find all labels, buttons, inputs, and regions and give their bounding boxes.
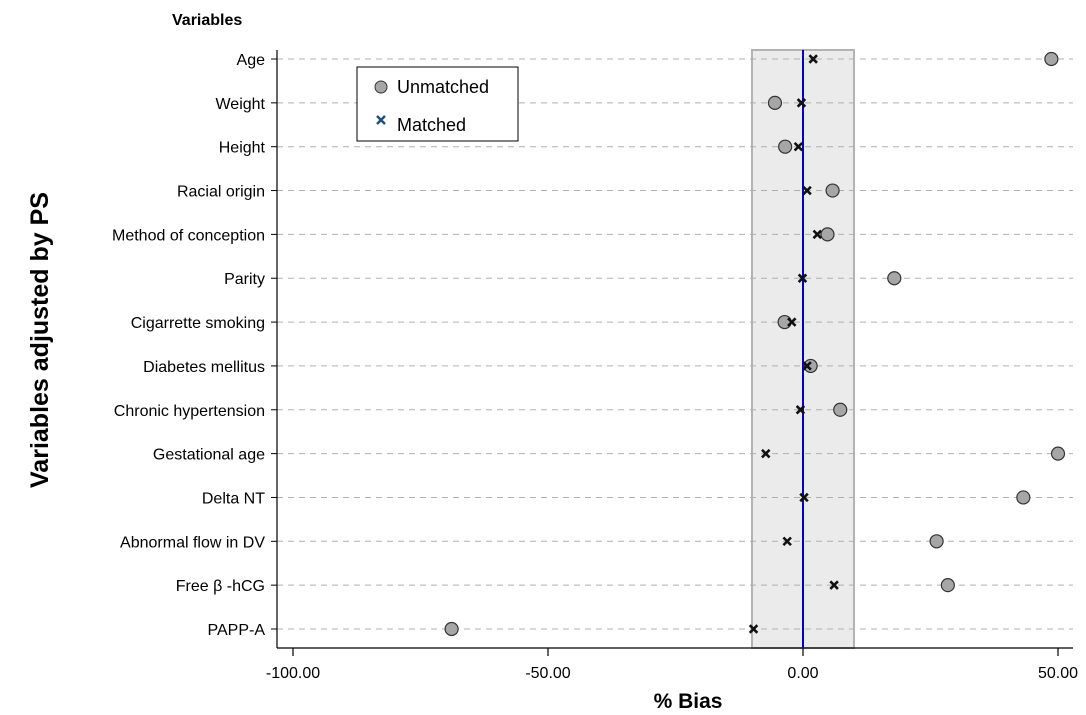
- y-tick-label: Cigarrette smoking: [131, 315, 265, 332]
- y-tick-label: Abnormal flow in DV: [120, 534, 265, 551]
- unmatched-point: [1016, 490, 1031, 505]
- matched-point-stroke: [797, 273, 808, 283]
- matched-point-stroke: [799, 492, 809, 503]
- matched-point: [802, 185, 812, 196]
- unmatched-point: [1044, 51, 1059, 67]
- matched-point: [799, 492, 809, 503]
- matched-point-stroke: [787, 317, 797, 327]
- matched-point: [797, 273, 808, 283]
- unmatched-point: [825, 183, 840, 198]
- x-tick-label: -100.00: [266, 665, 320, 682]
- y-tick-label: Delta NT: [202, 490, 265, 507]
- legend-matched-label: Matched: [397, 115, 466, 135]
- y-tick-label: Gestational age: [153, 447, 265, 464]
- unmatched-point: [803, 358, 818, 374]
- matched-point-stroke: [795, 405, 806, 415]
- legend-box: [356, 66, 519, 142]
- legend-unmatched-marker: [374, 80, 388, 94]
- top-variables-label: Variables: [172, 12, 242, 29]
- matched-point-stroke: [829, 580, 839, 590]
- y-tick-label: Age: [237, 52, 266, 69]
- x-tick-label: 50.00: [1038, 665, 1078, 682]
- unmatched-point: [777, 314, 792, 330]
- gridline-layer: [277, 58, 1073, 630]
- matched-point-stroke: [748, 624, 759, 634]
- y-tick-label: Parity: [224, 271, 265, 288]
- y-tick-label: Racial origin: [177, 184, 265, 201]
- legend: Unmatched Matched: [356, 66, 519, 142]
- unmatched-point: [887, 271, 902, 286]
- unmatched-point: [929, 534, 944, 549]
- matched-point: [748, 624, 759, 634]
- legend-unmatched-label: Unmatched: [397, 77, 489, 97]
- matched-point: [812, 229, 822, 240]
- matched-point: [802, 361, 812, 371]
- unmatched-point: [767, 95, 783, 110]
- y-tick-label: Weight: [215, 96, 265, 113]
- matched-point-stroke: [796, 98, 807, 108]
- matched-point-stroke: [761, 448, 771, 459]
- matched-point-stroke: [793, 141, 804, 152]
- y-tick-label: Method of conception: [112, 227, 265, 244]
- unmatched-point: [444, 621, 459, 637]
- data-point-layer: [444, 51, 1066, 637]
- y-tick-label: Free β -hCG: [176, 578, 265, 595]
- axis-layer: Age Weight Height Racial origin Method of co…: [112, 50, 1078, 682]
- x-axis-title: % Bias: [654, 690, 723, 713]
- y-tick-label: Chronic hypertension: [114, 403, 265, 420]
- unmatched-point: [1050, 446, 1066, 461]
- y-axis-title: Variables adjusted by PS: [26, 192, 54, 488]
- x-tick-label: -50.00: [525, 665, 570, 682]
- unmatched-point: [940, 578, 955, 593]
- matched-point: [793, 141, 804, 152]
- matched-point-stroke: [782, 536, 792, 547]
- matched-point-stroke: [802, 185, 812, 196]
- y-tick-label: PAPP-A: [208, 622, 266, 639]
- y-tick-label: Diabetes mellitus: [143, 359, 265, 376]
- y-tick-label: Height: [219, 140, 266, 157]
- matched-point-stroke: [808, 54, 818, 64]
- matched-point: [787, 317, 797, 327]
- legend-matched-marker: [376, 115, 386, 125]
- x-tick-label: 0.00: [787, 665, 818, 682]
- unmatched-point: [778, 139, 793, 154]
- matched-point-stroke: [802, 361, 812, 371]
- matched-point: [782, 536, 792, 547]
- matched-point: [795, 405, 806, 415]
- matched-point: [761, 448, 771, 459]
- unmatched-point: [833, 402, 848, 417]
- matched-point: [829, 580, 839, 590]
- unmatched-point: [820, 227, 835, 242]
- matched-point: [796, 98, 807, 108]
- matched-point: [808, 54, 818, 64]
- matched-point-stroke: [812, 229, 822, 240]
